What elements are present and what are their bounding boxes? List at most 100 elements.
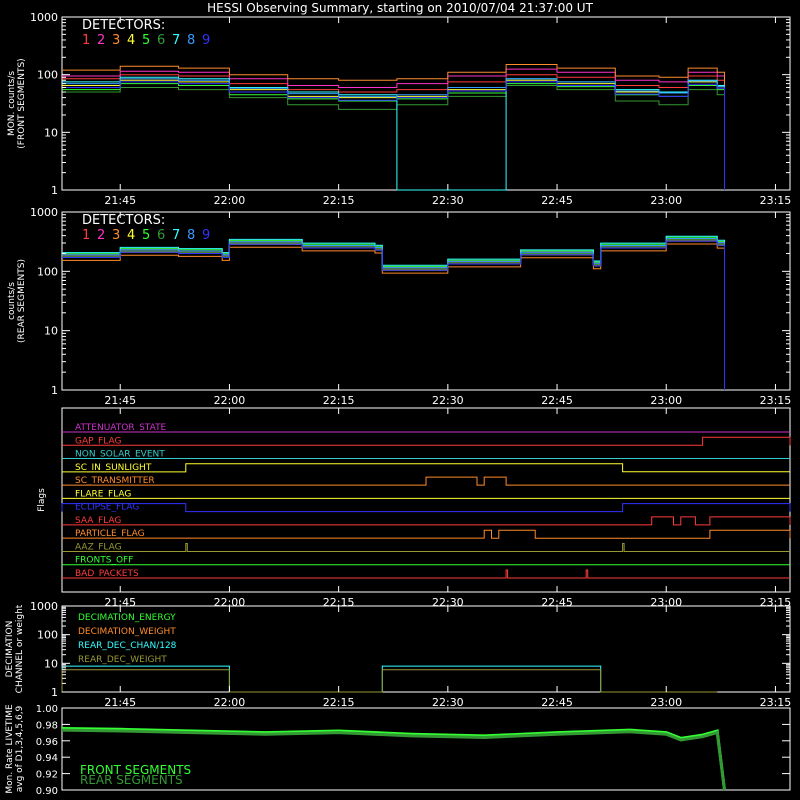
panel-3: ATTENUATOR_STATE GAP_FLAG NON_SOLAR_EVENT S… [37,407,791,609]
legend-entry: 7 [172,228,180,243]
panel-5: 0.90 0.92 0.94 0.96 0.98 1.00 FRONT SEGMENTSRE… [5,704,791,797]
legend-title: DETECTORS: [82,18,165,33]
x-tick-label: 23:00 [650,394,682,407]
legend-entry: REAR SEGMENTS [80,773,183,787]
panel-4: 1 10 100 1000 21:45 22:00 22:15 22:30 22:45 23:00… [5,600,791,709]
y-tick-label: 0.98 [36,720,58,731]
legend-entry: REAR_DEC_WEIGHT [78,655,167,665]
legend-entry: 5 [142,228,150,243]
flag-line-particle_flag [62,529,791,539]
flag-label: BAD_PACKETS [75,569,139,579]
flag-label: SC_IN_SUNLIGHT [75,463,152,473]
series-line-detector-5 [62,236,725,390]
y-tick-label: 0.96 [36,737,58,748]
plot-frame [61,211,791,391]
flag-label: FRONTS_OFF [75,556,133,566]
x-tick-label: 22:00 [214,194,246,207]
legend-entry: 6 [157,33,165,48]
series-line-detector-1 [62,239,725,390]
plot-frame [61,407,791,593]
x-tick-label: 22:45 [541,394,573,407]
legend-title: DETECTORS: [82,213,165,228]
legend-entry: 7 [172,33,180,48]
figure-title: HESSI Observing Summary, starting on 201… [207,1,593,15]
series-line-detector-9 [62,81,725,190]
y-axis-label: counts/s [7,282,17,320]
plot-frame [61,605,791,693]
y-tick-label: 1000 [30,600,58,613]
y-axis-label: Flags [37,488,47,512]
y-axis-label: Mon. Rate LIVETIME [5,704,15,794]
flag-label: ECLIPSE_FLAG [75,503,139,513]
legend-entry: DECIMATION_WEIGHT [78,627,176,637]
legend-entry: 4 [127,33,135,48]
series-line-detector-8 [62,78,725,190]
flag-label: AAZ_FLAG [75,542,122,552]
series-line-detector-4 [62,240,725,390]
series-line-detector-3 [62,243,725,390]
legend-entry: 8 [187,228,195,243]
x-tick-label: 21:45 [104,696,136,709]
x-tick-label: 22:30 [432,194,464,207]
y-axis-label: (REAR SEGMENTS) [17,259,27,343]
flag-label: FLARE_FLAG [75,489,131,499]
x-tick-label: 22:00 [214,394,246,407]
legend-entry: 1 [82,228,90,243]
series-line-detector-7 [62,235,725,390]
series-line-detector-5 [62,83,725,190]
series-line-detector-8 [62,238,725,390]
x-tick-label: 23:15 [760,696,792,709]
y-tick-label: 1000 [30,11,58,24]
y-tick-label: 1 [51,686,58,699]
y-axis-label: avg of D1,3,4,5,6,9 [15,705,25,792]
y-axis-label: MON. counts/s [7,71,17,136]
y-tick-label: 0.90 [36,786,58,797]
x-tick-label: 22:45 [541,696,573,709]
flag-label: SAA_FLAG [75,516,121,526]
y-tick-label: 1000 [30,206,58,219]
panel-1: 1 10 100 1000 21:45 22:00 22:15 22:30 22:45 23:00… [7,11,791,207]
x-tick-label: 23:15 [760,194,792,207]
flag-label: SC_TRANSMITTER [75,476,155,486]
legend-entry: 9 [202,228,210,243]
y-tick-label: 10 [44,325,58,338]
y-tick-label: 100 [37,265,58,278]
livetime-line [61,728,726,791]
flag-label: NON_SOLAR_EVENT [75,450,165,460]
y-axis-label: (FRONT SEGMENTS) [17,58,27,148]
legend-entry: 1 [82,33,90,48]
flag-label: ATTENUATOR_STATE [75,423,167,433]
y-tick-label: 1.00 [36,704,58,715]
legend-entry: 2 [97,228,105,243]
plot-frame [61,707,791,791]
x-tick-label: 22:15 [323,394,355,407]
x-tick-label: 22:00 [214,696,246,709]
y-axis-label: CHANNEL or weight [15,604,25,693]
y-tick-label: 100 [37,629,58,642]
livetime-line [61,727,726,791]
series-line-detector-9 [62,240,725,390]
flag-line-bad_packets [62,569,790,579]
x-tick-label: 21:45 [104,394,136,407]
x-tick-label: 22:30 [432,394,464,407]
flag-line-saa_flag [62,516,791,526]
x-tick-label: 23:00 [650,194,682,207]
flag-label: GAP_FLAG [75,436,121,446]
y-tick-label: 10 [44,657,58,670]
y-tick-label: 1 [51,184,58,197]
x-tick-label: 22:30 [432,696,464,709]
series-line-detector-2 [62,238,725,390]
legend-entry: 9 [202,33,210,48]
y-tick-label: 1 [51,384,58,397]
y-tick-label: 100 [37,69,58,82]
y-tick-label: 0.92 [36,770,58,781]
flag-line-sc_in_sunlight [62,463,790,473]
x-tick-label: 21:45 [104,194,136,207]
x-tick-label: 22:45 [541,194,573,207]
legend-entry: 6 [157,228,165,243]
legend-entry: 8 [187,33,195,48]
legend-entry: 3 [112,33,120,48]
y-tick-label: 0.94 [36,753,58,764]
x-tick-label: 22:15 [323,696,355,709]
